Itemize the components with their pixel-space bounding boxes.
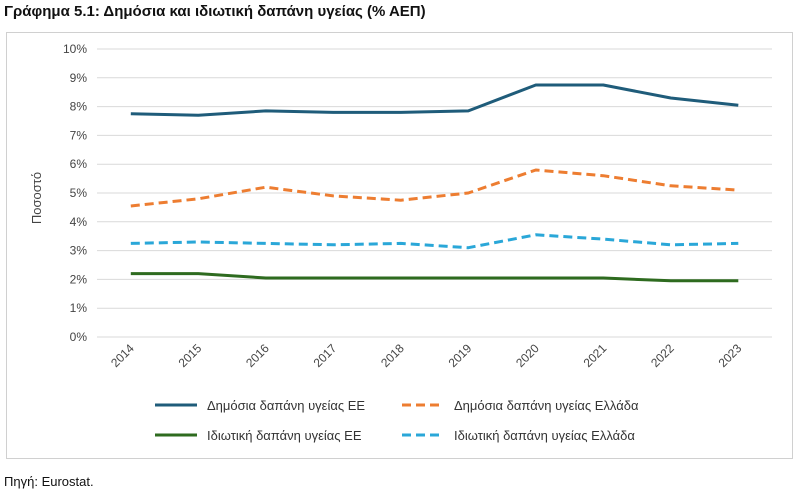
y-tick-label: 8% bbox=[70, 100, 88, 114]
x-tick-label: 2020 bbox=[513, 341, 542, 370]
x-tick-label: 2023 bbox=[716, 341, 745, 370]
y-tick-label: 4% bbox=[70, 215, 88, 229]
x-tick-label: 2021 bbox=[581, 341, 610, 370]
x-tick-label: 2022 bbox=[648, 341, 677, 370]
chart-title: Γράφημα 5.1: Δημόσια και ιδιωτική δαπάνη… bbox=[4, 3, 426, 20]
legend: Δημόσια δαπάνη υγείας ΕΕ Δημόσια δαπάνη υ… bbox=[155, 398, 639, 443]
x-tick-label: 2016 bbox=[243, 341, 272, 370]
x-tick-label: 2015 bbox=[176, 341, 205, 370]
y-tick-label: 0% bbox=[70, 330, 88, 344]
legend-label: Ιδιωτική δαπάνη υγείας Ελλάδα bbox=[454, 428, 635, 443]
y-tick-label: 9% bbox=[70, 71, 88, 85]
x-tick-labels: 2014 2015 2016 2017 2018 2019 2020 2021 2022 2023 bbox=[108, 341, 745, 370]
legend-label: Ιδιωτική δαπάνη υγείας ΕΕ bbox=[207, 428, 362, 443]
chart-frame: 0% 1% 2% 3% 4% 5% 6% 7% 8% 9% 10% 2014 2015 2016 2017… bbox=[6, 32, 793, 459]
legend-label: Δημόσια δαπάνη υγείας Ελλάδα bbox=[454, 398, 639, 413]
series-lines bbox=[130, 83, 739, 283]
x-tick-label: 2018 bbox=[378, 341, 407, 370]
y-tick-labels: 0% 1% 2% 3% 4% 5% 6% 7% 8% 9% 10% bbox=[63, 42, 87, 344]
gridlines bbox=[97, 48, 772, 338]
y-tick-label: 6% bbox=[70, 157, 88, 171]
y-tick-label: 7% bbox=[70, 128, 88, 142]
y-axis-label: Ποσοστό bbox=[29, 172, 44, 224]
series-line bbox=[130, 168, 739, 208]
legend-label: Δημόσια δαπάνη υγείας ΕΕ bbox=[207, 398, 365, 413]
y-tick-label: 1% bbox=[70, 301, 88, 315]
y-tick-label: 3% bbox=[70, 244, 88, 258]
series-line bbox=[130, 233, 739, 250]
source-note: Πηγή: Eurostat. bbox=[4, 474, 94, 489]
x-tick-label: 2019 bbox=[446, 341, 475, 370]
y-tick-label: 10% bbox=[63, 42, 87, 56]
line-chart: 0% 1% 2% 3% 4% 5% 6% 7% 8% 9% 10% 2014 2015 2016 2017… bbox=[29, 42, 772, 443]
series-line bbox=[130, 272, 739, 283]
x-tick-label: 2017 bbox=[311, 341, 340, 370]
x-tick-label: 2014 bbox=[108, 341, 137, 370]
y-tick-label: 2% bbox=[70, 272, 88, 286]
series-line bbox=[130, 83, 739, 117]
y-tick-label: 5% bbox=[70, 186, 88, 200]
